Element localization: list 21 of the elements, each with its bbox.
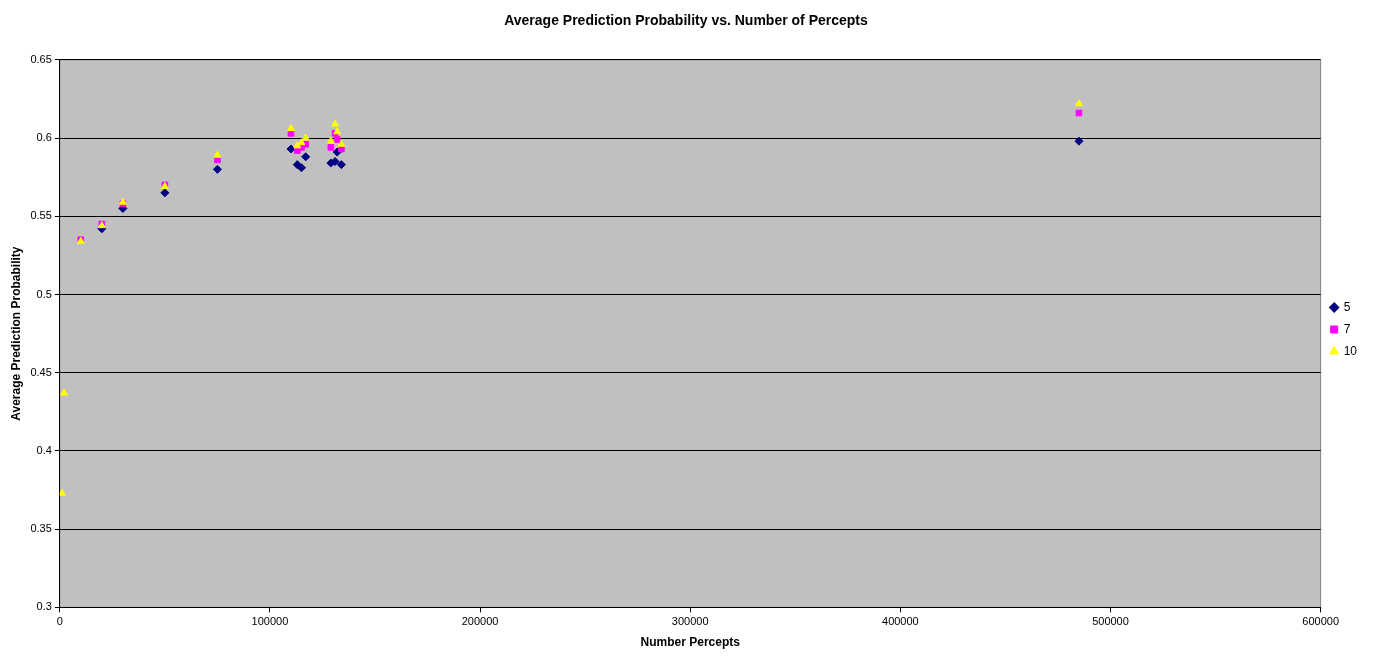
legend-label: 7 xyxy=(1343,321,1351,336)
y-tick-label: 0.3 xyxy=(36,600,52,613)
y-tick-label: 0.5 xyxy=(36,287,52,300)
x-tick-label: 0 xyxy=(56,615,63,628)
y-tick-label: 0.35 xyxy=(30,522,52,535)
x-tick-label: 100000 xyxy=(251,615,289,628)
x-tick-label: 300000 xyxy=(671,615,709,628)
legend-label: 10 xyxy=(1343,343,1358,358)
x-tick-label: 600000 xyxy=(1302,615,1340,628)
y-axis-title: Average Prediction Probability xyxy=(8,246,23,421)
y-tick-label: 0.4 xyxy=(36,443,52,456)
x-tick-label: 400000 xyxy=(882,615,919,628)
y-tick-label: 0.45 xyxy=(30,365,52,378)
y-tick-label: 0.6 xyxy=(36,131,52,144)
y-tick-label: 0.65 xyxy=(30,52,52,65)
x-tick-label: 500000 xyxy=(1092,615,1129,628)
chart-title: Average Prediction Probability vs. Number of Percepts xyxy=(504,12,869,29)
x-axis-title: Number Percepts xyxy=(640,635,741,650)
y-tick-label: 0.55 xyxy=(30,209,52,222)
x-tick-label: 200000 xyxy=(461,615,499,628)
legend-label: 5 xyxy=(1343,299,1351,314)
